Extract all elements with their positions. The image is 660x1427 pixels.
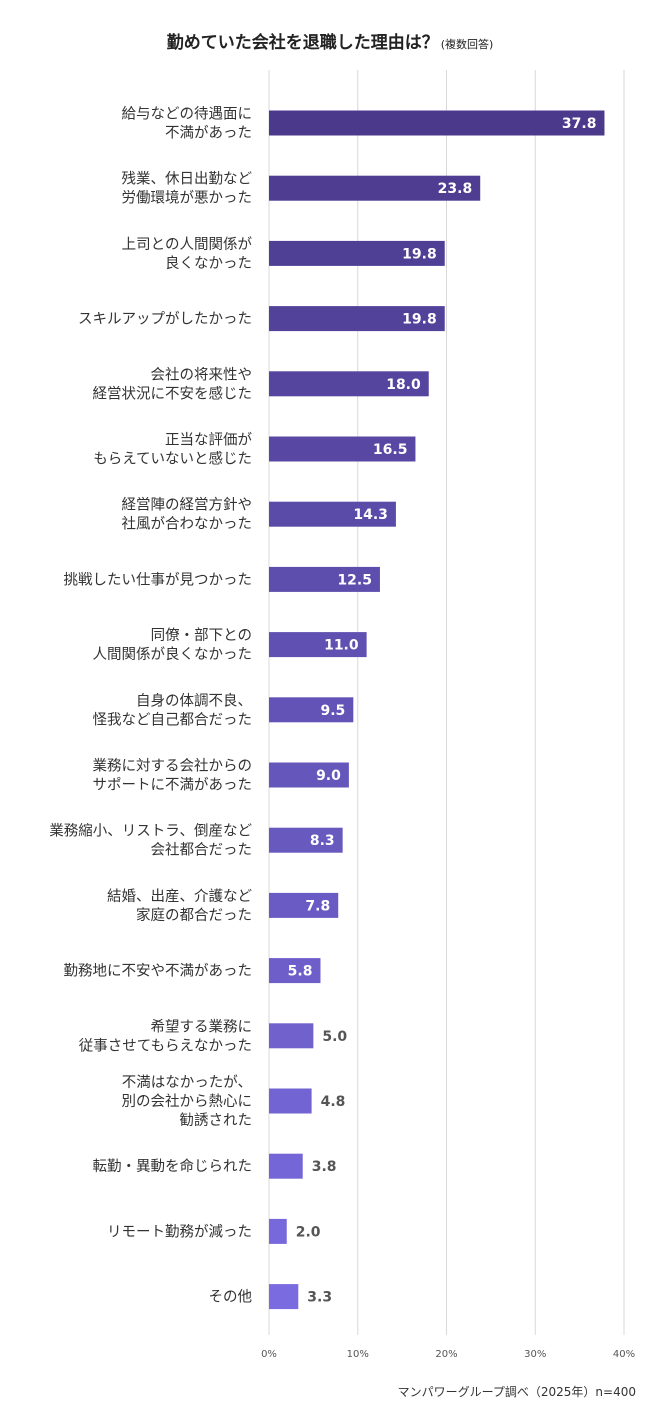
data-label: 9.0 <box>316 768 341 784</box>
bar <box>269 501 396 527</box>
bar <box>269 371 429 397</box>
category-label-line: 業務縮小、リストラ、倒産など <box>49 823 252 840</box>
data-label: 9.5 <box>321 703 346 719</box>
category-label: 会社の将来性や経営状況に不安を感じた <box>93 366 253 402</box>
bar <box>269 306 445 332</box>
bar <box>269 436 416 462</box>
category-label-line: リモート勤務が減った <box>107 1223 252 1240</box>
category-label: 自身の体調不良、怪我など自己都合だった <box>93 692 253 728</box>
data-label: 4.8 <box>321 1094 346 1110</box>
data-label: 16.5 <box>373 442 408 458</box>
category-label-line: 怪我など自己都合だった <box>93 711 253 728</box>
x-tick-label: 0% <box>261 1349 277 1360</box>
category-label-line: 給与などの待遇面に <box>122 106 253 123</box>
data-label: 37.8 <box>562 116 597 132</box>
category-label-line: 上司との人間関係が <box>122 236 253 253</box>
bar <box>269 827 343 853</box>
bar <box>269 240 445 266</box>
category-label: 残業、休日出勤など労働環境が悪かった <box>122 171 253 207</box>
data-label: 18.0 <box>386 377 421 393</box>
category-label-line: 業務に対する会社からの <box>93 758 253 775</box>
category-label-line: 家庭の都合だった <box>136 907 252 924</box>
category-label: スキルアップがしたかった <box>78 311 252 328</box>
category-label-line: 不満があった <box>165 125 252 142</box>
chart-title: 勤めていた会社を退職した理由は？ (複数回答) <box>166 33 494 53</box>
category-label-line: 不満はなかったが、 <box>122 1074 252 1091</box>
bar <box>269 892 339 918</box>
data-label: 3.3 <box>307 1290 332 1306</box>
category-label: 挑戦したい仕事が見つかった <box>64 571 253 588</box>
category-label-line: 会社の将来性や <box>151 366 253 383</box>
category-label: 希望する業務に従事させてもらえなかった <box>79 1018 252 1054</box>
category-label: 経営陣の経営方針や社風が合わなかった <box>122 497 253 533</box>
data-label: 11.0 <box>324 638 359 654</box>
category-label: 転勤・異動を命じられた <box>93 1157 253 1175</box>
category-label-line: スキルアップがしたかった <box>78 311 252 328</box>
category-label-line: 経営陣の経営方針や <box>122 497 253 514</box>
category-label: 不満はなかったが、別の会社から熱心に勧誘された <box>122 1074 253 1129</box>
category-label: 勤務地に不安や不満があった <box>64 963 253 980</box>
category-label-line: 同僚・部下との <box>151 627 252 644</box>
bar <box>269 697 354 723</box>
category-label-line: 勧誘された <box>180 1112 253 1129</box>
category-label-line: 転勤・異動を命じられた <box>93 1157 253 1175</box>
bar <box>269 1153 303 1179</box>
category-label-line: もらえていないと感じた <box>93 451 252 468</box>
category-label-line: 会社都合だった <box>151 842 253 859</box>
data-label: 23.8 <box>438 181 473 197</box>
data-label: 14.3 <box>353 507 388 523</box>
category-label-line: 人間関係が良くなかった <box>93 646 253 663</box>
chart-subtitle: (複数回答) <box>440 38 494 51</box>
category-label: 同僚・部下との人間関係が良くなかった <box>93 627 253 663</box>
bar <box>269 175 481 201</box>
category-label-line: 残業、休日出勤など <box>122 171 253 188</box>
bar <box>269 762 349 788</box>
category-label-line: その他 <box>209 1289 253 1306</box>
category-label-line: 勤務地に不安や不満があった <box>64 963 253 980</box>
category-label-line: 正当な評価が <box>165 432 252 449</box>
source-note: マンパワーグループ調べ（2025年）n=400 <box>397 1385 636 1399</box>
category-label-line: サポートに不満があった <box>93 777 253 794</box>
category-label: 結婚、出産、介護など家庭の都合だった <box>107 888 252 924</box>
data-label: 5.0 <box>322 1029 347 1045</box>
category-label-line: 従事させてもらえなかった <box>79 1037 252 1054</box>
category-label: リモート勤務が減った <box>107 1223 252 1240</box>
bar <box>269 110 605 136</box>
bar <box>269 632 367 658</box>
category-label: 業務に対する会社からのサポートに不満があった <box>93 758 253 794</box>
bar <box>269 1088 312 1114</box>
category-label-line: 自身の体調不良、 <box>136 692 252 709</box>
bar <box>269 1284 299 1310</box>
category-label: 給与などの待遇面に不満があった <box>122 106 253 142</box>
data-label: 2.0 <box>296 1224 321 1240</box>
category-label: 業務縮小、リストラ、倒産など会社都合だった <box>49 823 252 859</box>
bar <box>269 1023 314 1049</box>
data-label: 8.3 <box>310 833 335 849</box>
data-label: 12.5 <box>337 572 372 588</box>
x-tick-label: 40% <box>613 1349 635 1360</box>
category-label-line: 希望する業務に <box>151 1018 253 1035</box>
category-label-line: 挑戦したい仕事が見つかった <box>64 571 253 588</box>
category-label-line: 社風が合わなかった <box>122 516 253 533</box>
category-label: その他 <box>209 1289 253 1306</box>
category-label-line: 別の会社から熱心に <box>122 1093 253 1110</box>
data-label: 5.8 <box>288 964 313 980</box>
category-label-line: 労働環境が悪かった <box>122 189 253 207</box>
data-label: 19.8 <box>402 312 437 328</box>
bar <box>269 958 321 984</box>
bar <box>269 566 380 592</box>
x-tick-label: 30% <box>524 1349 546 1360</box>
category-label-line: 良くなかった <box>165 255 252 272</box>
data-label: 7.8 <box>305 898 330 914</box>
category-label-line: 経営状況に不安を感じた <box>93 385 253 402</box>
category-label: 正当な評価がもらえていないと感じた <box>93 432 252 468</box>
x-tick-label: 10% <box>347 1349 369 1360</box>
category-label: 上司との人間関係が良くなかった <box>122 236 253 272</box>
category-label-line: 結婚、出産、介護など <box>107 888 252 905</box>
data-label: 3.8 <box>312 1159 337 1175</box>
data-label: 19.8 <box>402 246 437 262</box>
x-tick-label: 20% <box>435 1349 457 1360</box>
bar <box>269 1218 287 1244</box>
